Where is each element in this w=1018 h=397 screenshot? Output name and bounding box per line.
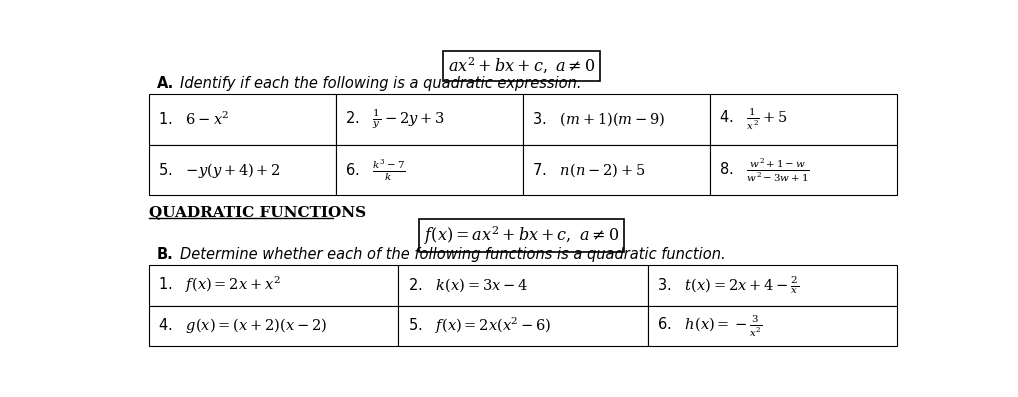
Bar (398, 265, 647, 306)
Text: 7.   $n(n - 2) + 5$: 7. $n(n - 2) + 5$ (532, 161, 645, 179)
Text: A.: A. (157, 76, 174, 91)
Text: $f(x) = ax^2 + bx + c,\ a \neq 0$: $f(x) = ax^2 + bx + c,\ a \neq 0$ (425, 224, 619, 247)
Bar (149, 145, 336, 195)
Text: 4.   $\frac{1}{x^2} + 5$: 4. $\frac{1}{x^2} + 5$ (719, 106, 788, 132)
Text: 3.   $t(x) = 2x + 4 - \frac{2}{x}$: 3. $t(x) = 2x + 4 - \frac{2}{x}$ (657, 274, 799, 296)
Text: 2.   $\frac{1}{y} - 2y + 3$: 2. $\frac{1}{y} - 2y + 3$ (345, 107, 445, 131)
Bar (523, 94, 710, 145)
Bar (647, 306, 897, 347)
Text: 5.   $-y(y + 4) + 2$: 5. $-y(y + 4) + 2$ (158, 160, 281, 179)
Text: B.: B. (157, 247, 173, 262)
Bar (398, 306, 647, 347)
Text: 1.   $6 - x^2$: 1. $6 - x^2$ (158, 111, 230, 128)
Text: Identify if each the following is a quadratic expression.: Identify if each the following is a quad… (180, 76, 581, 91)
Bar (149, 94, 336, 145)
Bar (710, 94, 897, 145)
Text: QUADRATIC FUNCTIONS: QUADRATIC FUNCTIONS (149, 205, 366, 220)
Text: 6.   $\frac{k^3 - 7}{k}$: 6. $\frac{k^3 - 7}{k}$ (345, 157, 406, 183)
Text: 2.   $k(x) = 3x - 4$: 2. $k(x) = 3x - 4$ (407, 276, 527, 294)
Bar (336, 145, 523, 195)
Bar (647, 265, 897, 306)
Text: 8.   $\frac{w^2 + 1 - w}{w^2 - 3w + 1}$: 8. $\frac{w^2 + 1 - w}{w^2 - 3w + 1}$ (719, 156, 810, 184)
Text: 4.   $g(x) = (x + 2)(x - 2)$: 4. $g(x) = (x + 2)(x - 2)$ (158, 316, 328, 335)
Text: 1.   $f(x) = 2x + x^2$: 1. $f(x) = 2x + x^2$ (158, 275, 281, 295)
Bar (149, 306, 398, 347)
Text: 3.   $(m + 1)(m - 9)$: 3. $(m + 1)(m - 9)$ (532, 110, 666, 128)
Text: $ax^2 + bx + c,\ a \neq 0$: $ax^2 + bx + c,\ a \neq 0$ (448, 56, 596, 76)
Bar (523, 145, 710, 195)
Bar (710, 145, 897, 195)
Bar (336, 94, 523, 145)
Bar (149, 265, 398, 306)
Text: 5.   $f(x) = 2x(x^2 - 6)$: 5. $f(x) = 2x(x^2 - 6)$ (407, 316, 551, 336)
Text: 6.   $h(x) = -\frac{3}{x^2}$: 6. $h(x) = -\frac{3}{x^2}$ (657, 313, 762, 339)
Text: Determine whether each of the following functions is a quadratic function.: Determine whether each of the following … (180, 247, 726, 262)
